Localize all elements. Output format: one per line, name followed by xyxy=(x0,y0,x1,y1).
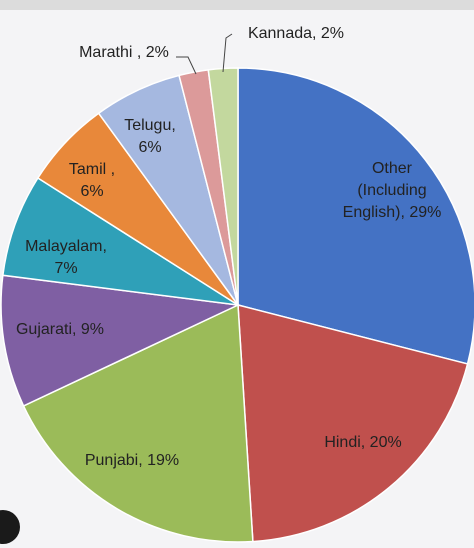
slice-label-gujarati: Gujarati, 9% xyxy=(16,321,104,338)
slice-label-marathi: Marathi , 2% xyxy=(79,44,169,61)
slice-label-malayalam: Malayalam, 7% xyxy=(25,238,107,277)
pie-slice-punjabi xyxy=(22,303,254,543)
slice-label-telugu: Telugu, 6% xyxy=(124,117,176,156)
leader-line-kannada xyxy=(222,33,233,73)
pie-slice-hindi xyxy=(237,304,469,543)
pie-slice-other-including-english xyxy=(237,67,474,365)
pie-slice-malayalam xyxy=(2,176,239,306)
slice-label-hindi: Hindi, 20% xyxy=(324,434,401,451)
leader-line-marathi xyxy=(176,56,197,75)
corner-button[interactable] xyxy=(0,510,20,544)
slice-label-other-including-english: Other (Including English), 29% xyxy=(343,160,442,221)
slice-label-punjabi: Punjabi, 19% xyxy=(85,452,179,469)
pie-slice-gujarati xyxy=(0,274,241,407)
slice-label-tamil: Tamil , 6% xyxy=(69,161,115,200)
top-border xyxy=(0,0,474,10)
slice-label-kannada: Kannada, 2% xyxy=(248,25,344,42)
